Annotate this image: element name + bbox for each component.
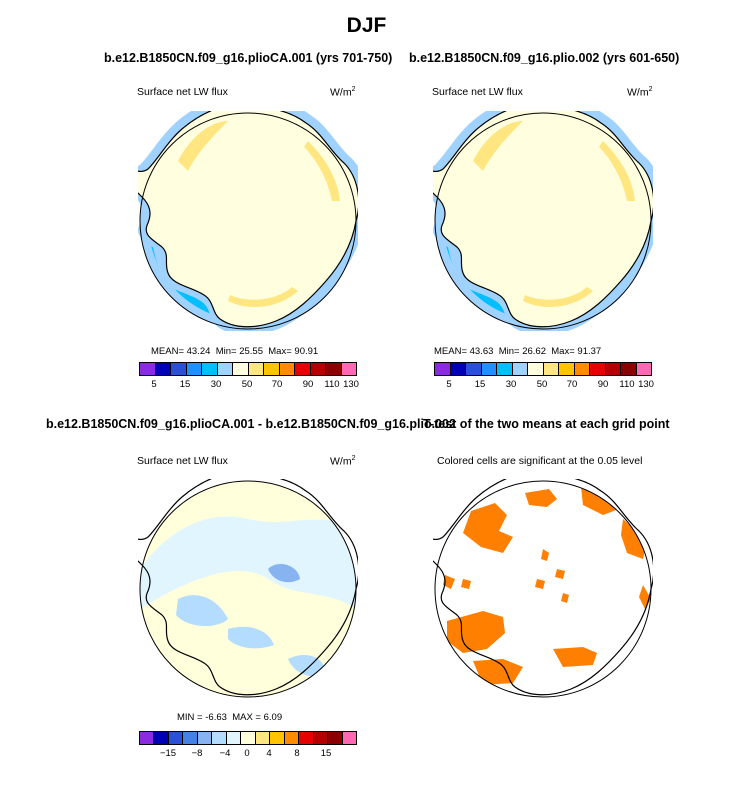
panel-4-subtitle: Colored cells are significant at the 0.0… (437, 455, 643, 467)
colorbar-swatch (497, 363, 513, 375)
colorbar-swatch (328, 732, 343, 744)
colorbar-swatch (528, 363, 544, 375)
colorbar-swatch (255, 732, 271, 744)
colorbar-swatch (512, 363, 528, 375)
colorbar-swatch (154, 732, 169, 744)
colorbar-swatch (481, 363, 497, 375)
colorbar-swatch (140, 363, 156, 375)
panel-2-map (433, 111, 653, 331)
colorbar-swatch (310, 363, 326, 375)
colorbar-swatch (342, 732, 357, 744)
panel-3-title: b.e12.B1850CN.f09_g16.plioCA.001 - b.e12… (46, 417, 456, 431)
colorbar-swatch (183, 732, 198, 744)
panel-3-colorbar-labels: −15 −8 −4 0 4 8 15 (159, 748, 332, 759)
panel-2-min: 26.62 (522, 346, 546, 357)
colorbar-swatch (605, 363, 621, 375)
colorbar-swatch (212, 732, 227, 744)
colorbar-swatch (543, 363, 559, 375)
colorbar-swatch (621, 363, 637, 375)
colorbar-swatch (140, 732, 155, 744)
colorbar-swatch (241, 732, 256, 744)
panel-2-title: b.e12.B1850CN.f09_g16.plio.002 (yrs 601-… (409, 51, 680, 65)
colorbar-swatch (168, 732, 184, 744)
panel-4-title: T-test of the two means at each grid poi… (423, 417, 670, 431)
colorbar-swatch (313, 732, 329, 744)
colorbar-swatch (341, 363, 356, 375)
colorbar-swatch (264, 363, 280, 375)
colorbar-swatch (186, 363, 202, 375)
panel-1-colorbar-labels: 5 15 30 50 70 90 110 130 (151, 379, 359, 390)
panel-3-map (138, 479, 358, 698)
colorbar-swatch (155, 363, 171, 375)
colorbar-swatch (284, 732, 300, 744)
panel-4-map (433, 479, 653, 698)
colorbar-swatch (226, 732, 242, 744)
panel-1-variable: Surface net LW flux (137, 86, 228, 98)
colorbar-swatch (450, 363, 466, 375)
panel-3-max: 6.09 (263, 712, 283, 723)
colorbar-swatch (636, 363, 651, 375)
panel-1-min: 25.55 (239, 346, 263, 357)
panel-1-colorbar (139, 362, 357, 376)
panel-3-units: W/m2 (330, 455, 356, 468)
panel-1-map (138, 111, 358, 331)
panel-3-colorbar (139, 731, 357, 745)
panel-2-colorbar-labels: 5 15 30 50 70 90 110 130 (446, 379, 654, 390)
colorbar-swatch (326, 363, 342, 375)
panel-2-max: 91.37 (577, 346, 602, 357)
colorbar-swatch (233, 363, 249, 375)
panel-2-mean: 43.63 (469, 346, 494, 357)
colorbar-swatch (295, 363, 311, 375)
panel-3-variable: Surface net LW flux (137, 455, 228, 467)
panel-3-min: -6.63 (205, 712, 227, 723)
panel-3-stats: MIN = -6.63 MAX = 6.09 (177, 712, 283, 723)
colorbar-swatch (248, 363, 264, 375)
colorbar-swatch (559, 363, 575, 375)
panel-1-stats: MEAN= 43.24 Min= 25.55 Max= 90.91 (151, 346, 319, 357)
panel-2-units: W/m2 (627, 86, 653, 99)
panel-1-mean: 43.24 (186, 346, 211, 357)
panel-2-stats: MEAN= 43.63 Min= 26.62 Max= 91.37 (434, 346, 602, 357)
panel-2-variable: Surface net LW flux (432, 86, 523, 98)
colorbar-swatch (197, 732, 213, 744)
figure-title: DJF (346, 14, 387, 37)
colorbar-swatch (466, 363, 482, 375)
colorbar-swatch (574, 363, 590, 375)
panel-1-max: 90.91 (294, 346, 319, 357)
colorbar-swatch (270, 732, 285, 744)
colorbar-swatch (217, 363, 233, 375)
panel-1-title: b.e12.B1850CN.f09_g16.plioCA.001 (yrs 70… (104, 51, 393, 65)
panel-2-colorbar (434, 362, 652, 376)
colorbar-swatch (435, 363, 451, 375)
panel-1-units: W/m2 (330, 86, 356, 99)
colorbar-swatch (202, 363, 218, 375)
colorbar-swatch (590, 363, 606, 375)
colorbar-swatch (299, 732, 314, 744)
colorbar-swatch (279, 363, 295, 375)
colorbar-swatch (171, 363, 187, 375)
